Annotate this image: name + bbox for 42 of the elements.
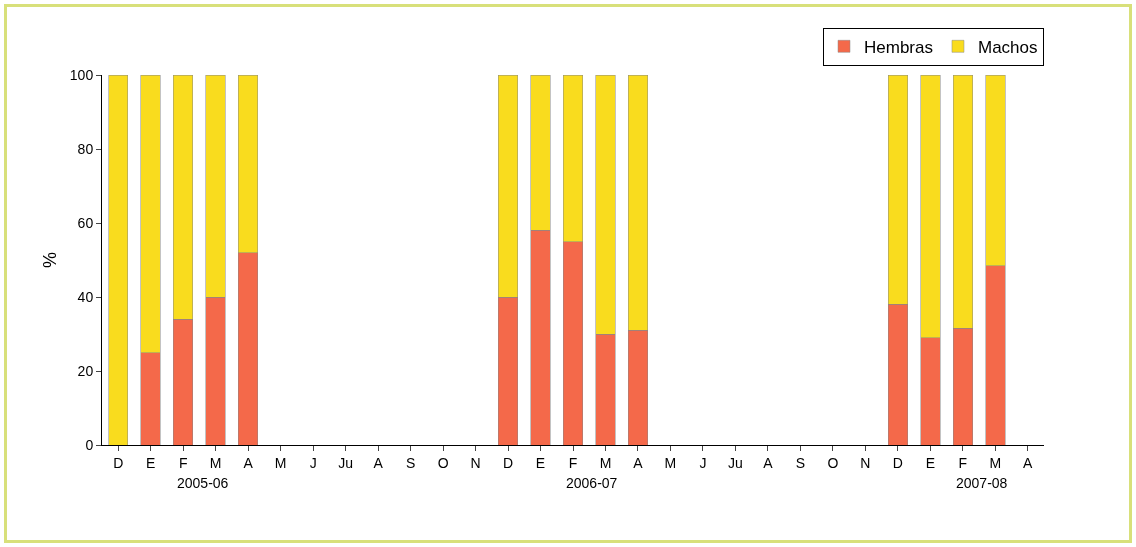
y-tick-label: 20 [77, 362, 94, 379]
text: 2005-06 [177, 475, 229, 491]
y-tick-label: 60 [77, 214, 94, 231]
x-tick-label: A [763, 454, 774, 471]
x-tick-label: O [827, 454, 839, 471]
y-tick-label: 100 [69, 66, 94, 83]
x-tick-label: F [178, 454, 188, 471]
x-tick-label: Ju [728, 454, 743, 471]
y-tick-label: 40 [77, 288, 94, 305]
x-tick-label: M [274, 454, 287, 471]
x-tick-label: N [860, 454, 871, 471]
x-tick-label: A [1023, 454, 1034, 471]
y-tick-label: 80 [77, 140, 94, 157]
bar [108, 75, 129, 445]
x-tick-label: D [113, 454, 124, 471]
x-tick-label: D [502, 454, 514, 471]
x-tick-label: E [146, 454, 156, 471]
legend-label: Machos [977, 37, 1038, 57]
x-tick-label: N [470, 454, 481, 471]
y-axis-title: % [40, 251, 60, 269]
legend-label: Hembras [864, 37, 933, 57]
x-tick-label: M [989, 454, 1002, 471]
x-tick-label: E [925, 454, 935, 471]
x-tick-label: E [535, 454, 546, 471]
x-tick-label: D [892, 454, 903, 471]
y-tick-label: 0 [85, 436, 94, 453]
x-tick-label: M [209, 454, 222, 471]
text: 2006-07 [566, 475, 618, 491]
x-tick-label: F [568, 454, 578, 471]
x-tick-label: S [405, 454, 416, 471]
x-tick-label: Ju [338, 454, 354, 471]
x-tick-label: M [664, 454, 677, 471]
x-tick-label: J [699, 454, 707, 471]
x-tick-label: A [243, 454, 254, 471]
x-tick-label: O [437, 454, 449, 471]
x-tick-label: A [373, 454, 384, 471]
x-tick-label: S [795, 454, 806, 471]
x-tick-label: J [309, 454, 317, 471]
x-tick-label: A [633, 454, 644, 471]
x-tick-label: M [599, 454, 612, 471]
x-tick-label: F [958, 454, 968, 471]
text: 2007-08 [956, 475, 1008, 491]
